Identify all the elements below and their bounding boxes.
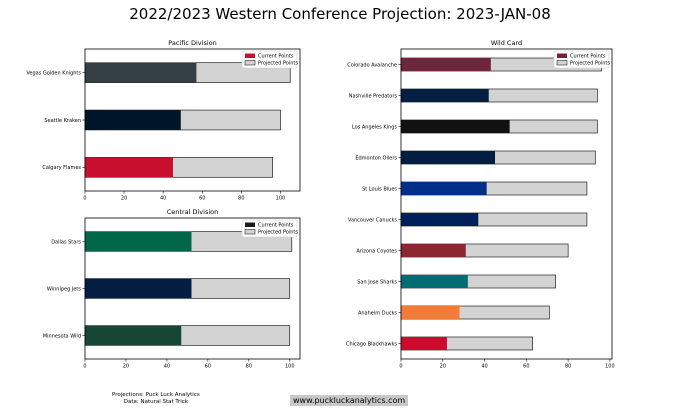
- current-bar-vancouver-canucks: [401, 212, 479, 227]
- current-bar-vegas-golden-knights: [85, 62, 197, 83]
- legend-swatch-projected: [556, 60, 568, 66]
- x-tick-label: 80: [246, 364, 252, 370]
- x-tick-label: 60: [199, 196, 205, 202]
- legend-swatch-current: [245, 222, 255, 227]
- plot-frame: [400, 48, 613, 360]
- legend-label-projected: Projected Points: [570, 61, 610, 67]
- y-tick-label-seattle-kraken: Seattle Kraken: [44, 118, 81, 124]
- y-tick-label-calgary-flames: Calgary Flames: [42, 165, 81, 171]
- y-tick-label-san-jose-sharks: San Jose Sharks: [357, 279, 397, 285]
- plot-frame: [84, 217, 301, 360]
- legend-label-projected: Projected Points: [258, 61, 298, 67]
- y-tick-label-arizona-coyotes: Arizona Coyotes: [356, 248, 397, 254]
- current-bar-winnipeg-jets: [85, 278, 192, 299]
- current-bar-st-louis-blues: [401, 181, 487, 196]
- legend-label-current: Current Points: [258, 223, 294, 229]
- y-tick-label-winnipeg-jets: Winnipeg Jets: [47, 286, 81, 292]
- y-tick-label-edmonton-oilers: Edmonton Oilers: [355, 155, 397, 161]
- y-tick-label-chicago-blackhawks: Chicago Blackhawks: [346, 341, 397, 347]
- x-tick-label: 0: [399, 364, 402, 370]
- x-tick-label: 60: [205, 364, 211, 370]
- legend-box: [553, 50, 610, 69]
- legend-box: [241, 50, 298, 69]
- legend-swatch-projected: [244, 60, 256, 66]
- plot-frame: [84, 48, 301, 192]
- y-tick-label-vancouver-canucks: Vancouver Canucks: [348, 217, 397, 223]
- legend-swatch-current: [557, 53, 567, 58]
- current-bar-calgary-flames: [85, 157, 173, 178]
- current-bar-dallas-stars: [85, 231, 192, 252]
- y-tick-label-vegas-golden-knights: Vegas Golden Knights: [26, 70, 81, 76]
- x-tick-label: 100: [276, 196, 286, 202]
- legend-swatch-current: [245, 53, 255, 58]
- x-tick-label: 0: [83, 196, 86, 202]
- site-label: www.puckluckanalytics.com: [290, 395, 409, 406]
- x-tick-label: 40: [164, 364, 170, 370]
- y-tick-label-dallas-stars: Dallas Stars: [51, 239, 81, 245]
- x-tick-label: 40: [481, 364, 487, 370]
- x-tick-label: 100: [285, 364, 295, 370]
- x-tick-label: 80: [238, 196, 244, 202]
- current-bar-nashville-predators: [401, 88, 489, 103]
- current-bar-san-jose-sharks: [401, 274, 468, 289]
- y-tick-label-minnesota-wild: Minnesota Wild: [43, 333, 81, 339]
- current-bar-minnesota-wild: [85, 325, 182, 346]
- x-tick-label: 100: [605, 364, 615, 370]
- x-tick-label: 80: [565, 364, 571, 370]
- subplot-title-pacific-division: Pacific Division: [168, 39, 216, 47]
- current-bar-edmonton-oilers: [401, 150, 496, 165]
- legend-swatch-projected: [244, 229, 256, 235]
- x-tick-label: 0: [83, 364, 86, 370]
- y-tick-label-los-angeles-kings: Los Angeles Kings: [352, 124, 397, 130]
- current-bar-chicago-blackhawks: [401, 336, 447, 351]
- current-bar-anaheim-ducks: [401, 305, 460, 320]
- x-tick-label: 60: [523, 364, 529, 370]
- y-tick-label-colorado-avalanche: Colorado Avalanche: [347, 62, 397, 68]
- x-tick-label: 20: [440, 364, 446, 370]
- subplot-title-wild-card: Wild Card: [491, 39, 522, 47]
- x-tick-label: 20: [123, 364, 129, 370]
- current-bar-los-angeles-kings: [401, 119, 510, 134]
- current-bar-arizona-coyotes: [401, 243, 466, 258]
- x-tick-label: 40: [160, 196, 166, 202]
- legend-box: [241, 219, 298, 238]
- footer-credits: Projections: Puck Luck Analytics Data: N…: [112, 392, 200, 405]
- y-tick-label-anaheim-ducks: Anaheim Ducks: [358, 310, 397, 316]
- legend-label-current: Current Points: [258, 54, 294, 60]
- legend-label-projected: Projected Points: [258, 230, 298, 236]
- legend-label-current: Current Points: [570, 54, 606, 60]
- footer-projections-credit: Projections: Puck Luck Analytics: [112, 392, 200, 398]
- footer-data-credit: Data: Natural Stat Trick: [123, 398, 188, 405]
- current-bar-colorado-avalanche: [401, 57, 491, 72]
- chart-title: 2022/2023 Western Conference Projection:…: [129, 5, 551, 23]
- x-tick-label: 20: [121, 196, 127, 202]
- y-tick-label-nashville-predators: Nashville Predators: [349, 93, 398, 99]
- y-tick-label-st-louis-blues: St Louis Blues: [362, 186, 397, 192]
- subplot-title-central-division: Central Division: [167, 208, 219, 216]
- current-bar-seattle-kraken: [85, 110, 181, 130]
